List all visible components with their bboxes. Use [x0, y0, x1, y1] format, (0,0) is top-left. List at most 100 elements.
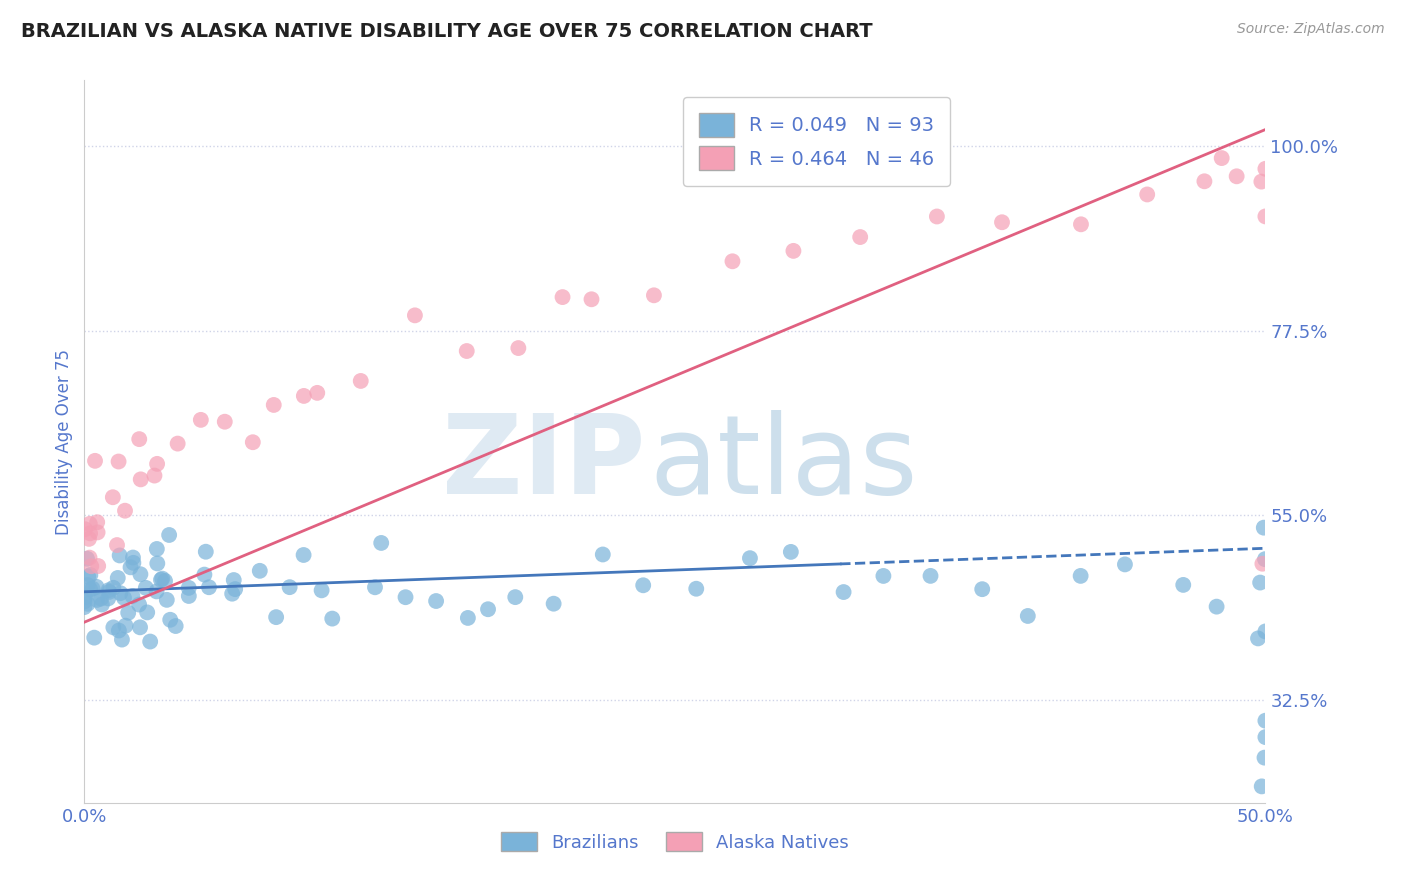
Point	[136, 606, 159, 620]
Point	[1114, 558, 1136, 572]
Point	[90, 598, 112, 612]
Point	[111, 632, 134, 647]
Point	[129, 620, 152, 634]
Point	[107, 454, 129, 468]
Point	[146, 557, 169, 571]
Point	[103, 620, 125, 634]
Point	[1211, 151, 1233, 165]
Point	[79, 550, 101, 565]
Point	[925, 210, 948, 224]
Point	[198, 580, 221, 594]
Point	[1205, 599, 1227, 614]
Point	[779, 545, 801, 559]
Point	[1250, 175, 1272, 189]
Point	[920, 569, 942, 583]
Point	[242, 435, 264, 450]
Point	[79, 582, 101, 597]
Point	[364, 580, 387, 594]
Point	[292, 548, 315, 562]
Point	[76, 597, 98, 611]
Point	[1017, 609, 1039, 624]
Point	[73, 594, 96, 608]
Point	[114, 504, 136, 518]
Point	[76, 578, 98, 592]
Point	[157, 528, 180, 542]
Point	[90, 591, 112, 606]
Point	[1254, 161, 1277, 176]
Point	[82, 582, 104, 596]
Point	[83, 631, 105, 645]
Point	[87, 559, 110, 574]
Point	[222, 573, 245, 587]
Point	[146, 457, 169, 471]
Point	[135, 581, 157, 595]
Point	[214, 415, 236, 429]
Point	[1253, 750, 1275, 764]
Point	[1251, 557, 1274, 571]
Point	[150, 572, 173, 586]
Point	[1136, 187, 1159, 202]
Point	[121, 589, 143, 603]
Point	[631, 578, 654, 592]
Point	[1070, 217, 1092, 231]
Point	[177, 589, 200, 603]
Point	[190, 413, 212, 427]
Point	[129, 567, 152, 582]
Point	[278, 580, 301, 594]
Point	[1173, 578, 1195, 592]
Point	[153, 574, 176, 588]
Point	[114, 618, 136, 632]
Point	[105, 538, 128, 552]
Point	[1250, 780, 1272, 794]
Point	[551, 290, 574, 304]
Text: Source: ZipAtlas.com: Source: ZipAtlas.com	[1237, 22, 1385, 37]
Point	[394, 591, 416, 605]
Point	[84, 454, 107, 468]
Point	[543, 597, 565, 611]
Point	[194, 545, 217, 559]
Point	[721, 254, 744, 268]
Point	[139, 634, 162, 648]
Point	[991, 215, 1014, 229]
Point	[643, 288, 665, 302]
Point	[249, 564, 271, 578]
Point	[108, 549, 131, 563]
Point	[508, 341, 530, 355]
Point	[224, 582, 246, 596]
Point	[370, 536, 392, 550]
Point	[73, 522, 96, 536]
Point	[128, 432, 150, 446]
Point	[97, 583, 120, 598]
Point	[1247, 632, 1270, 646]
Point	[145, 584, 167, 599]
Point	[156, 592, 179, 607]
Point	[86, 593, 108, 607]
Point	[1254, 714, 1277, 728]
Point	[738, 551, 761, 566]
Point	[263, 398, 285, 412]
Legend: Brazilians, Alaska Natives: Brazilians, Alaska Natives	[494, 825, 856, 859]
Point	[1249, 575, 1271, 590]
Point	[166, 436, 188, 450]
Point	[112, 591, 135, 605]
Point	[149, 573, 172, 587]
Point	[1226, 169, 1249, 184]
Point	[108, 624, 131, 638]
Point	[321, 612, 343, 626]
Point	[159, 613, 181, 627]
Point	[122, 550, 145, 565]
Point	[77, 532, 100, 546]
Point	[97, 591, 120, 606]
Point	[592, 548, 614, 562]
Point	[1254, 552, 1277, 566]
Point	[264, 610, 287, 624]
Point	[972, 582, 994, 597]
Point	[165, 619, 187, 633]
Text: BRAZILIAN VS ALASKA NATIVE DISABILITY AGE OVER 75 CORRELATION CHART: BRAZILIAN VS ALASKA NATIVE DISABILITY AG…	[21, 22, 873, 41]
Point	[1194, 174, 1216, 188]
Point	[77, 569, 100, 583]
Point	[98, 585, 121, 599]
Point	[103, 581, 125, 595]
Point	[350, 374, 373, 388]
Point	[177, 581, 200, 595]
